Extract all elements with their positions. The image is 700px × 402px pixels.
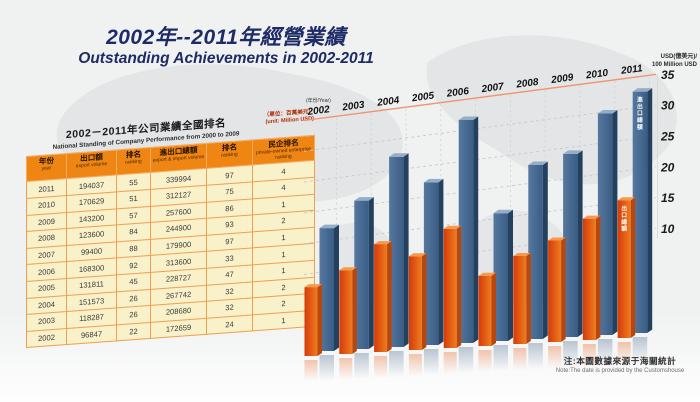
x-axis-label: (年份/Year) [306,97,331,104]
bar-reflection [319,355,334,381]
col-header-en: ranking [125,158,142,167]
bar-export-2009 [548,237,566,342]
col-header-en: export volume [75,161,108,170]
table-cell: 24 [206,314,253,335]
bar-reflection [443,352,457,374]
gridline [303,166,657,214]
bar-export-2007 [478,272,496,346]
bar-reflection [528,343,543,369]
bar-reflection [563,341,578,367]
bar-export-2002 [304,284,322,356]
table-cell: 2002 [26,328,67,348]
y-tick-label: 25 [660,130,675,144]
bar-export-2010 [582,215,601,340]
x-tick-label: 2010 [584,68,609,82]
bar-reflection [632,337,648,363]
bar-reflection [548,346,562,368]
col-header-2: 排名 ranking [116,147,151,176]
series-label-export: 出口總額 [620,204,627,232]
bar-total-2009 [563,150,583,337]
bar-total-2005 [423,178,444,345]
source-note: 注:本圖數據來源于海關統計 Note:The date is provided … [538,355,700,374]
bar-reflection [408,354,422,376]
performance-table-panel: 2002－2011年公司業績全國排名 National Standing of … [26,109,315,349]
bar-export-2006 [443,225,462,348]
y-tick-label: 15 [661,191,675,205]
gridline [303,135,657,183]
bar-export-2005 [408,253,427,350]
y-axis-unit-line2: 100 Million USD [652,62,698,68]
y-axis-unit-line1: USD(億美元)/ [661,52,698,60]
x-tick-label: 2008 [515,77,540,91]
y-tick-label: 30 [661,99,675,113]
gridline [303,197,657,245]
x-tick-label: 2006 [445,86,470,100]
page-title-en: Outstanding Achievements in 2002-2011 [78,49,374,67]
bar-reflection [339,358,353,380]
top-axis-line [303,73,657,122]
bar-total-2010 [597,109,618,335]
table-cell: 96847 [66,324,117,345]
bar-reflection [423,349,439,375]
bar-total-2006 [458,116,479,343]
bar-export-2003 [339,267,357,354]
bar-reflection [354,353,369,379]
bar-reflection [493,345,508,371]
bar-reflection [597,339,613,365]
page-title: 2002年--2011年經營業績 Outstanding Achievement… [52,26,400,67]
y-tick-label: 35 [661,68,675,82]
bar-total-2007 [493,209,513,341]
col-header-4: 排名 ranking [206,139,253,169]
bar-total-2003 [354,197,374,349]
bar-total-2004 [389,153,409,347]
page-title-zh: 2002年--2011年經營業績 [106,26,346,49]
bar-export-2008 [513,252,531,344]
bar-export-2011 [617,197,636,338]
bar-reflection [374,356,388,378]
x-tick-label: 2011 [619,63,643,77]
y-tick-label: 10 [661,222,675,236]
y-tick-label: 20 [660,160,675,174]
ranking-table: 年份 year 出口額 export volume 排名 ranking 進出口總額 expo… [26,135,315,349]
bar-chart: 35 30 25 20 15 10 USD(億美元)/ 100 Million USD (年份/… [300,50,700,395]
col-header-en: export & import volume [152,154,205,165]
table-cell: 172659 [150,317,207,339]
x-tick-label: 2002 [306,104,331,118]
chart-svg: 35 30 25 20 15 10 USD(億美元)/ 100 Million USD (年份/… [303,52,698,382]
x-tick-label: 2007 [480,81,505,95]
bar-reflection [617,342,631,364]
bar-reflection [458,347,474,373]
bar-total-2008 [528,161,548,339]
bar-total-2002 [319,224,339,351]
bar-reflection [304,360,318,382]
source-note-en: Note:The date is provided by the Customs… [555,368,685,374]
bar-reflection [478,350,492,372]
x-tick-label: 2009 [550,72,575,86]
bar-reflection [513,348,527,370]
source-note-zh: 注:本圖數據來源于海關統計 [563,356,677,366]
x-tick-label: 2003 [341,100,366,114]
col-header-0: 年份 year [26,153,67,182]
series-label-total: 進出口總額 [636,96,643,131]
x-tick-label: 2005 [410,90,435,104]
gridline [303,104,657,152]
bar-export-2004 [374,241,392,352]
x-tick-label: 2004 [376,95,401,109]
bar-reflection [389,351,404,377]
bar-total-2011 [632,88,653,333]
bar-reflection [582,344,596,366]
col-header-1: 出口額 export volume [66,149,117,179]
table-cell: 22 [116,322,151,342]
